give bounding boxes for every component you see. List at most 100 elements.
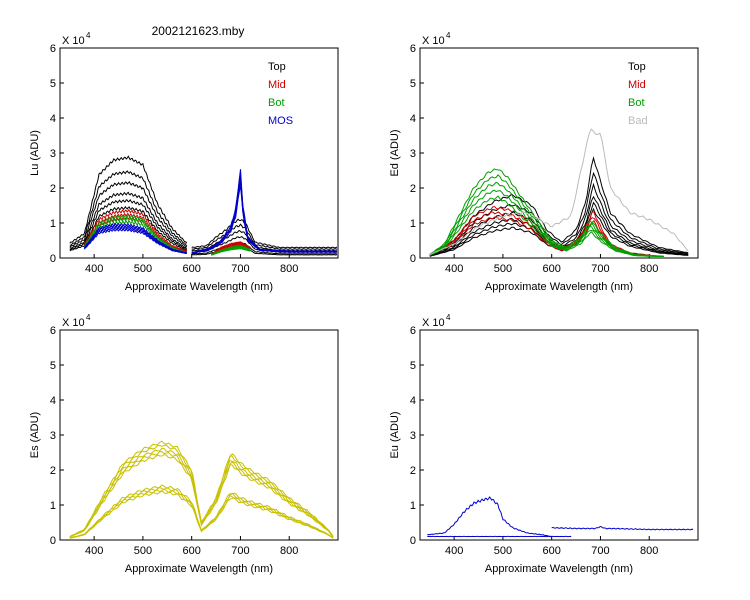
eu-ytick-label: 3: [410, 430, 416, 442]
lu-series-bot-line: [84, 214, 188, 254]
lu-ytick-label: 5: [50, 78, 56, 90]
es-xtick-label: 500: [134, 545, 152, 557]
lu-xtick-label: 700: [231, 263, 249, 275]
lu-series-top-line: [191, 218, 337, 249]
ed-series-bot-line: [429, 195, 664, 257]
ed-ytick-label: 0: [410, 253, 416, 265]
es-xtick-label: 700: [231, 545, 249, 557]
lu-series-mid-line: [83, 208, 188, 252]
lu-ytick-label: 0: [50, 253, 56, 265]
eu-ytick-label: 6: [410, 325, 416, 337]
ed-ytick-label: 2: [410, 183, 416, 195]
es-ytick-label: 2: [50, 465, 56, 477]
lu-legend-mid: Mid: [268, 79, 286, 91]
es-series-es-line: [69, 490, 334, 539]
eu-xlabel: Approximate Wavelength (nm): [485, 563, 633, 575]
lu-series-top-line: [69, 180, 187, 248]
lu-xlabel: Approximate Wavelength (nm): [125, 281, 273, 293]
eu-xtick-label: 500: [494, 545, 512, 557]
lu-ytick-label: 1: [50, 218, 56, 230]
lu-xtick-label: 800: [280, 263, 298, 275]
ed-legend-bad: Bad: [628, 115, 648, 127]
eu-xtick-label: 700: [591, 545, 609, 557]
ed-series-bot-line: [429, 189, 664, 257]
ed-series-mid-line: [429, 206, 660, 257]
ed-series-bot-line: [429, 181, 664, 257]
ed-ylabel: Ed (ADU): [389, 129, 401, 176]
es-series-es-line: [69, 454, 334, 538]
eu-xtick-label: 400: [445, 545, 463, 557]
es-xtick-label: 600: [183, 545, 201, 557]
es-ytick-label: 0: [50, 535, 56, 547]
lu-legend-top: Top: [268, 61, 286, 73]
lu-ytick-label: 6: [50, 43, 56, 55]
es-ytick-label: 3: [50, 430, 56, 442]
ed-ytick-label: 6: [410, 43, 416, 55]
ed-xtick-label: 800: [640, 263, 658, 275]
lu-multiplier-exponent: 4: [86, 31, 91, 40]
lu-series-mos-line: [191, 185, 337, 255]
ed-xtick-label: 400: [445, 263, 463, 275]
eu-multiplier: X 10: [422, 317, 445, 329]
lu-series-top-line: [69, 155, 188, 244]
ed-ytick-label: 5: [410, 78, 416, 90]
ed-series-group: [429, 128, 689, 257]
eu-ytick-label: 1: [410, 500, 416, 512]
es-ytick-label: 5: [50, 360, 56, 372]
ed-legend-bot: Bot: [628, 97, 645, 109]
lu-legend-bot: Bot: [268, 97, 285, 109]
eu-series-eu-line: [551, 526, 694, 531]
lu-xtick-label: 400: [85, 263, 103, 275]
lu-ylabel: Lu (ADU): [29, 130, 41, 176]
lu-ytick-label: 4: [50, 113, 56, 125]
eu-plot-frame: [419, 329, 699, 541]
lu-series-mid-line: [211, 242, 251, 256]
lu-series-top-line: [69, 191, 188, 250]
eu-ytick-label: 0: [410, 535, 416, 547]
eu-series-eu-line: [427, 496, 552, 537]
ed-ytick-label: 1: [410, 218, 416, 230]
lu-series-top-line: [191, 241, 337, 255]
eu-xtick-label: 600: [543, 545, 561, 557]
es-ylabel: Es (ADU): [29, 412, 41, 458]
ed-xtick-label: 700: [591, 263, 609, 275]
ed-legend-top: Top: [628, 61, 646, 73]
lu-series-top-line: [69, 199, 187, 251]
es-multiplier-exponent: 4: [86, 313, 91, 322]
ed-series-bot-line: [429, 168, 664, 257]
lu-ytick-label: 2: [50, 183, 56, 195]
es-ytick-label: 6: [50, 325, 56, 337]
es-xlabel: Approximate Wavelength (nm): [125, 563, 273, 575]
ed-ytick-label: 3: [410, 148, 416, 160]
ed-plot-frame: [419, 47, 699, 259]
lu-series-mos-line: [83, 228, 187, 254]
es-ytick-label: 4: [50, 395, 56, 407]
lu-series-top-line: [191, 223, 337, 250]
es-series-group: [69, 440, 334, 539]
ed-xtick-label: 600: [543, 263, 561, 275]
lu-series-top-line: [69, 205, 187, 252]
lu-legend-mos: MOS: [268, 115, 293, 127]
figure-title: 2002121623.mby: [152, 24, 245, 38]
lu-xtick-label: 500: [134, 263, 152, 275]
lu-series-bot-line: [210, 247, 251, 256]
lu-xtick-label: 600: [183, 263, 201, 275]
ed-ytick-label: 4: [410, 113, 416, 125]
ed-legend-mid: Mid: [628, 79, 646, 91]
es-plot-frame: [59, 329, 339, 541]
ed-series-bad-line: [429, 128, 689, 255]
lu-series-top-line: [69, 170, 188, 247]
es-ytick-label: 1: [50, 500, 56, 512]
ed-xlabel: Approximate Wavelength (nm): [485, 281, 633, 293]
eu-multiplier-exponent: 4: [446, 313, 451, 322]
eu-ytick-label: 2: [410, 465, 416, 477]
ed-multiplier-exponent: 4: [446, 31, 451, 40]
es-multiplier: X 10: [62, 317, 85, 329]
eu-ytick-label: 5: [410, 360, 416, 372]
eu-ytick-label: 4: [410, 395, 416, 407]
lu-series-group: [69, 155, 337, 256]
